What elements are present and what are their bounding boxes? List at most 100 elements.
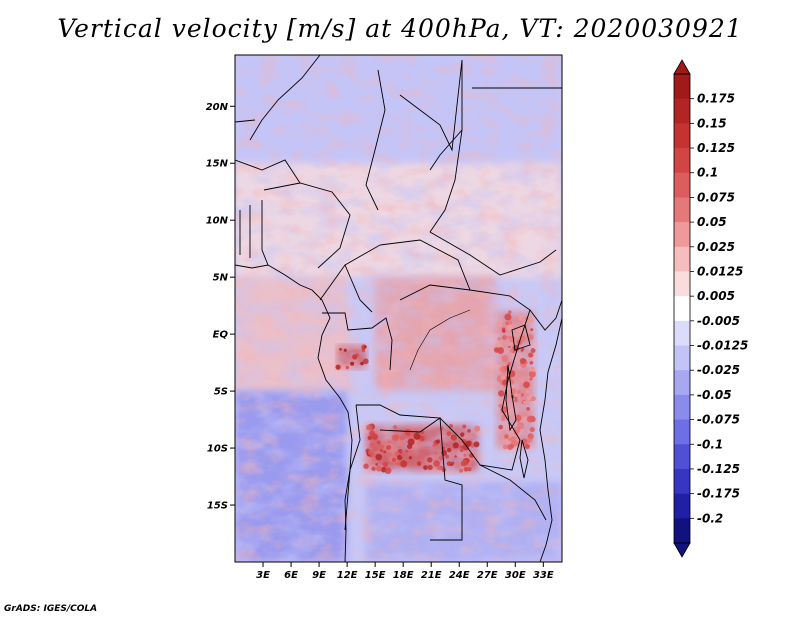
convective-cell [407, 443, 413, 449]
grads-credit: GrADS: IGES/COLA [4, 604, 98, 614]
convective-cell [530, 348, 536, 354]
convective-cell [463, 453, 467, 457]
border-west-coast-states [239, 200, 269, 266]
convective-cell [404, 429, 412, 436]
convective-cell [376, 440, 381, 445]
convective-cell [446, 431, 452, 436]
colorbar-swatch [674, 148, 690, 174]
y-tick-label: EQ [213, 330, 229, 341]
convective-cell [509, 335, 516, 343]
convective-cell [520, 349, 524, 352]
convective-cell [516, 356, 521, 362]
map-frame [234, 54, 563, 563]
x-tick-label: 24E [449, 570, 470, 581]
border-angola [344, 404, 361, 531]
border-zambia-mozambique [479, 464, 547, 521]
border-gabon-congo [322, 312, 393, 371]
convective-cell [386, 444, 392, 450]
colorbar-swatch [674, 394, 690, 421]
convective-cell [526, 395, 532, 401]
convective-cell [446, 447, 452, 453]
convective-cell [408, 456, 412, 460]
convective-cell [502, 379, 508, 386]
convective-cell [526, 358, 531, 363]
convective-cell [368, 449, 375, 456]
colorbar-label: -0.0125 [697, 339, 748, 353]
colorbar-swatch [674, 419, 690, 445]
border-cameroon [319, 264, 373, 313]
convective-cell [413, 432, 421, 440]
convective-cell [427, 464, 433, 470]
convective-cell [399, 435, 405, 441]
lake-malawi [519, 439, 529, 479]
x-tick-label: 15E [365, 570, 386, 581]
colorbar-label: -0.125 [697, 462, 740, 476]
convective-cell [460, 460, 467, 467]
convective-cell [514, 398, 518, 403]
colorbar-swatch [674, 197, 690, 223]
convective-cell [441, 449, 448, 456]
colorbar-label: 0.125 [697, 141, 735, 155]
colorbar-label: 0.1 [697, 166, 718, 180]
colorbar-label: -0.05 [697, 388, 732, 402]
convective-cell [437, 465, 442, 471]
convective-cell [392, 424, 398, 430]
convective-cell [509, 348, 514, 353]
border-libya-egypt [429, 60, 463, 171]
convective-cell [409, 431, 414, 436]
colorbar-max-arrow [673, 59, 691, 75]
convective-cell [509, 443, 515, 449]
colorbar-label: -0.025 [697, 363, 740, 377]
convective-cell [496, 321, 503, 328]
colorbar-label: -0.075 [697, 413, 740, 427]
convective-cell [441, 446, 445, 451]
convective-cell [400, 453, 405, 457]
convective-cell [459, 445, 463, 449]
x-axis: 3E 6E 9E 12E 15E 18E 21E 24E 27E 30E 33E [256, 562, 554, 581]
convective-cell [352, 354, 358, 360]
convective-cell [397, 454, 403, 461]
convective-cell [400, 460, 408, 468]
colorbar: 0.175 0.15 0.125 0.1 0.075 0.05 0.025 0.0125 0.0… [673, 59, 748, 558]
convective-cell [423, 437, 427, 441]
colorbar-swatch [674, 370, 690, 396]
convective-cell [371, 466, 376, 471]
convective-cell [501, 354, 509, 362]
convective-cell [507, 310, 512, 314]
convective-cell [501, 335, 507, 341]
chart: 3E 6E 9E 12E 15E 18E 21E 24E 27E 30E 33E 20N 15N 10N… [206, 54, 748, 581]
border-nigeria [263, 182, 351, 269]
colorbar-frame [673, 73, 691, 544]
convective-cell [382, 461, 389, 468]
convective-cell [335, 364, 341, 370]
convective-cell [445, 454, 449, 459]
y-tick-label: 10N [206, 216, 229, 227]
convective-cell [434, 451, 438, 454]
convective-cell [499, 365, 507, 373]
convective-cell [379, 444, 385, 449]
convective-cell [473, 441, 480, 448]
colorbar-swatch [674, 271, 690, 297]
border-chad-sudan [429, 129, 463, 233]
convective-cell [360, 361, 364, 366]
convective-cell [375, 462, 379, 466]
convective-cell [399, 440, 405, 446]
border-mali [235, 119, 256, 123]
convective-cell [467, 467, 472, 472]
convective-cell [500, 375, 505, 380]
convective-cell [530, 328, 534, 332]
convective-cell [350, 361, 355, 366]
convective-cell [526, 407, 530, 411]
convective-cell [497, 347, 504, 354]
convective-cell [501, 417, 506, 421]
convective-cell [515, 414, 522, 422]
congo-river [409, 309, 471, 371]
colorbar-swatch [674, 345, 690, 371]
convective-cell [526, 415, 534, 423]
colorbar-swatch [674, 123, 690, 149]
convective-cell [528, 352, 534, 358]
map-area [235, 55, 562, 562]
colorbar-label: -0.1 [697, 437, 723, 451]
convective-cell [366, 424, 373, 431]
convective-cell [450, 461, 455, 465]
